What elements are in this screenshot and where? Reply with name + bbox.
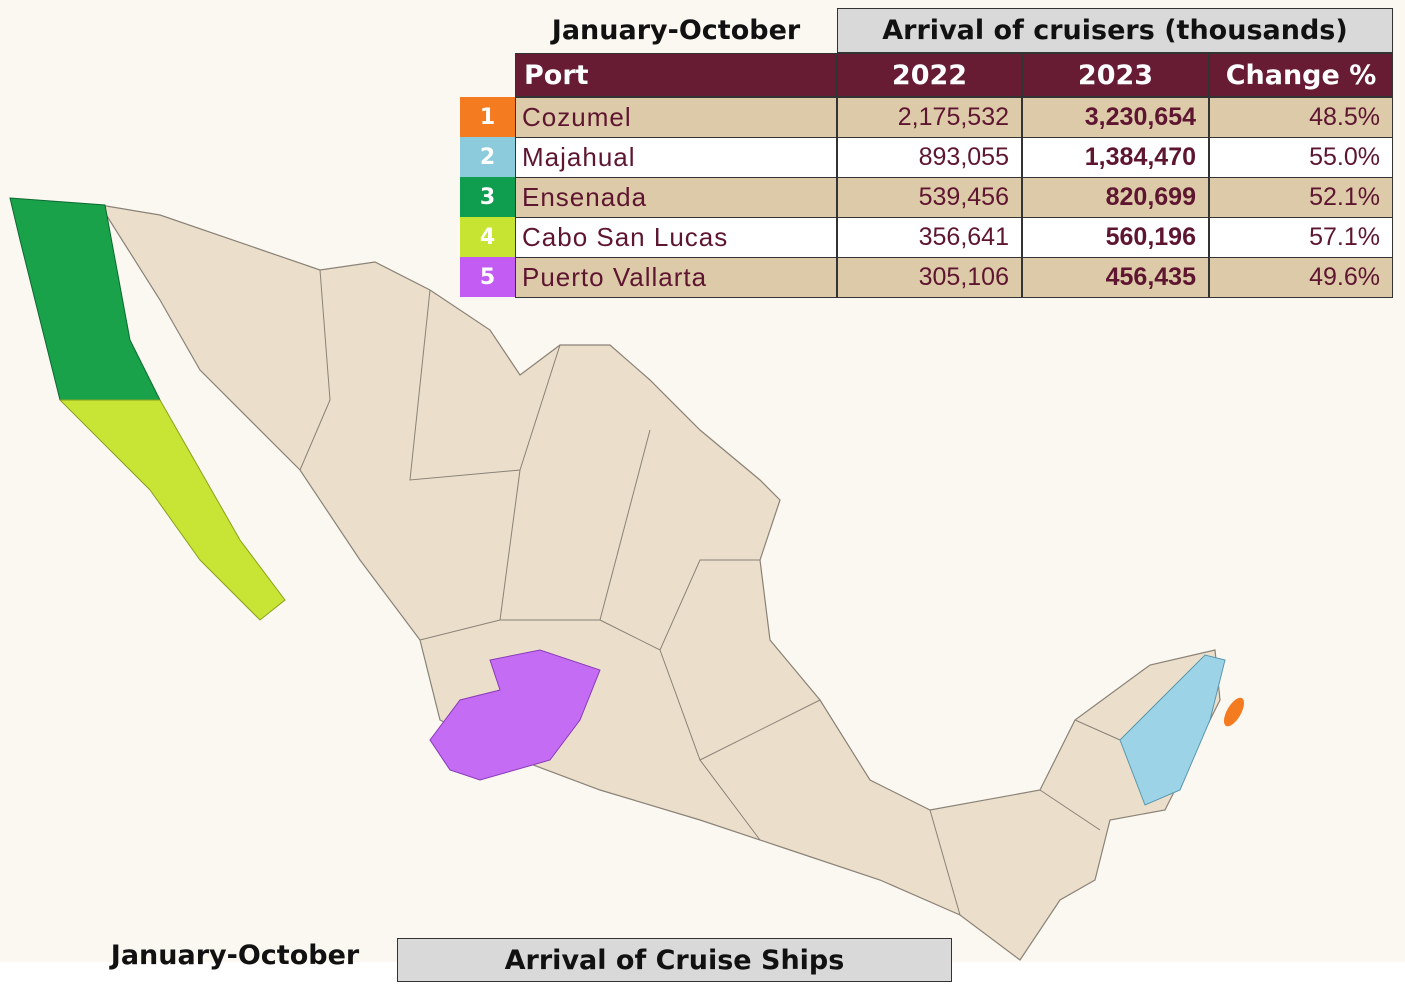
state-borders bbox=[299, 269, 1121, 916]
column-header: 2023 bbox=[1022, 53, 1209, 97]
value: 456,435 bbox=[1022, 257, 1209, 298]
bottom-group-header: Arrival of Cruise Ships bbox=[397, 938, 952, 982]
value: 48.5% bbox=[1209, 97, 1393, 138]
rank: 3 bbox=[460, 177, 515, 217]
baja-sur bbox=[58, 399, 286, 621]
value: 305,106 bbox=[837, 257, 1022, 298]
period: January-October bbox=[551, 14, 801, 46]
value: 820,699 bbox=[1022, 177, 1209, 218]
group-header: Arrival of cruisers (thousands) bbox=[837, 8, 1393, 53]
rank: 4 bbox=[460, 217, 515, 257]
column-header: Change % bbox=[1209, 53, 1393, 97]
cozumel bbox=[1223, 697, 1245, 727]
value: 539,456 bbox=[837, 177, 1022, 218]
value: 57.1% bbox=[1209, 217, 1393, 258]
rank: 5 bbox=[460, 257, 515, 297]
value: 3,230,654 bbox=[1022, 97, 1209, 138]
port: Ensenada bbox=[515, 177, 837, 218]
value: 49.6% bbox=[1209, 257, 1393, 298]
value: 52.1% bbox=[1209, 177, 1393, 218]
value: 893,055 bbox=[837, 137, 1022, 178]
column-header: Port bbox=[515, 53, 837, 97]
port: Majahual bbox=[515, 137, 837, 178]
value: 356,641 bbox=[837, 217, 1022, 258]
port: Puerto Vallarta bbox=[515, 257, 837, 298]
jalisco bbox=[429, 649, 601, 781]
value: 55.0% bbox=[1209, 137, 1393, 178]
quintana-roo bbox=[1119, 654, 1226, 806]
rank: 2 bbox=[460, 137, 515, 177]
value: 560,196 bbox=[1022, 217, 1209, 258]
rank: 1 bbox=[460, 97, 515, 137]
value: 1,384,470 bbox=[1022, 137, 1209, 178]
column-header: 2022 bbox=[837, 53, 1022, 97]
port: Cabo San Lucas bbox=[515, 217, 837, 258]
port: Cozumel bbox=[515, 97, 837, 138]
bottom-period: January-October bbox=[110, 940, 360, 971]
value: 2,175,532 bbox=[837, 97, 1022, 138]
